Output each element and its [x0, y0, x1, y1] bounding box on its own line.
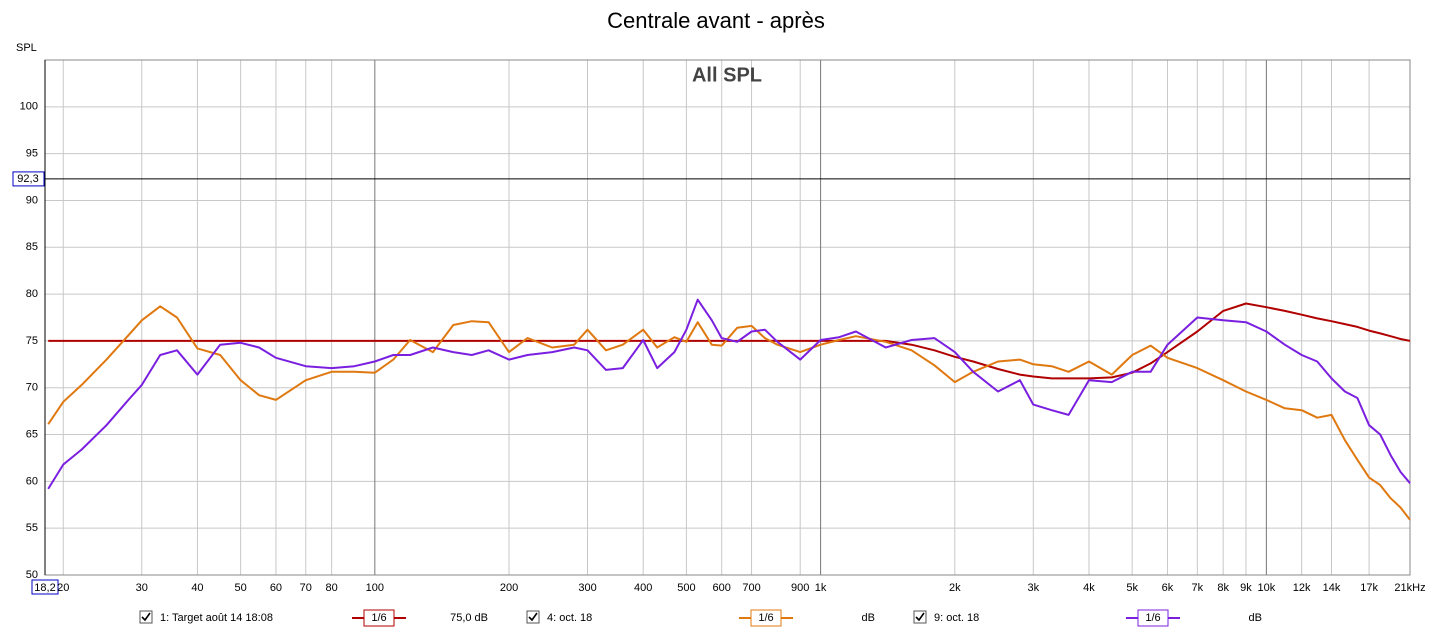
y-tick-label: 70	[26, 382, 38, 394]
y-tick-label: 80	[26, 288, 38, 300]
legend-label: 9: oct. 18	[934, 612, 979, 624]
legend-label: 4: oct. 18	[547, 612, 592, 624]
x-tick-label: 17k	[1360, 582, 1378, 594]
smoothing-box[interactable]	[1137, 609, 1169, 627]
legend-label: 1: Target août 14 18:08	[160, 612, 273, 624]
x-tick-label: 600	[713, 582, 731, 594]
y-axis-label: SPL	[16, 42, 37, 54]
level-label: dB	[1249, 612, 1262, 624]
x-tick-label: 8k	[1217, 582, 1229, 594]
level-label: dB	[862, 612, 875, 624]
y-tick-label: 90	[26, 194, 38, 206]
legend-checkbox[interactable]	[139, 610, 153, 624]
legend-checkbox[interactable]	[913, 610, 927, 624]
x-tick-label: 700	[742, 582, 760, 594]
series-line	[47, 298, 1411, 490]
x-tick-label: 4k	[1083, 582, 1095, 594]
x-tick-label: 6k	[1162, 582, 1174, 594]
x-tick-label: 400	[634, 582, 652, 594]
y-tick-label: 60	[26, 475, 38, 487]
y-tick-label: 55	[26, 522, 38, 534]
y-tick-label: 100	[20, 101, 38, 113]
x-tick-label: 100	[366, 582, 384, 594]
y-tick-label: 75	[26, 335, 38, 347]
x-tick-label: 3k	[1027, 582, 1039, 594]
chart-title: Centrale avant - après	[607, 8, 825, 33]
smoothing-box[interactable]	[363, 609, 395, 627]
x-tick-label: 30	[136, 582, 148, 594]
x-tick-label: 20	[57, 582, 69, 594]
x-start-box	[31, 579, 59, 595]
annotation: All SPL	[692, 64, 762, 86]
series-line	[47, 305, 1411, 521]
x-tick-label: 300	[578, 582, 596, 594]
x-tick-label: 21kHz	[1394, 582, 1425, 594]
y-tick-label: 95	[26, 148, 38, 160]
x-tick-label: 18,2	[34, 582, 55, 594]
x-tick-label: 10k	[1257, 582, 1275, 594]
x-tick-label: 40	[191, 582, 203, 594]
y-tick-label: 85	[26, 241, 38, 253]
checkmark	[915, 612, 925, 622]
smoothing-label: 1/6	[1145, 612, 1160, 624]
x-tick-label: 70	[300, 582, 312, 594]
legend-checkbox[interactable]	[526, 610, 540, 624]
checkmark	[528, 612, 538, 622]
x-tick-label: 50	[235, 582, 247, 594]
smoothing-box[interactable]	[750, 609, 782, 627]
smoothing-label: 1/6	[758, 612, 773, 624]
y-tick-label: 50	[26, 569, 38, 581]
level-label: 75,0 dB	[450, 612, 488, 624]
x-tick-label: 500	[677, 582, 695, 594]
checkmark	[141, 612, 151, 622]
smoothing-label: 1/6	[371, 612, 386, 624]
x-tick-label: 80	[326, 582, 338, 594]
x-tick-label: 200	[500, 582, 518, 594]
x-tick-label: 12k	[1293, 582, 1311, 594]
x-tick-label: 900	[791, 582, 809, 594]
y-tick-label: 65	[26, 428, 38, 440]
x-tick-label: 14k	[1323, 582, 1341, 594]
x-tick-label: 5k	[1126, 582, 1138, 594]
cursor-box	[12, 171, 45, 187]
x-tick-label: 2k	[949, 582, 961, 594]
x-tick-label: 60	[270, 582, 282, 594]
cursor-label: 92,3	[17, 173, 38, 185]
x-tick-label: 9k	[1240, 582, 1252, 594]
x-tick-label: 7k	[1192, 582, 1204, 594]
x-tick-label: 1k	[815, 582, 827, 594]
